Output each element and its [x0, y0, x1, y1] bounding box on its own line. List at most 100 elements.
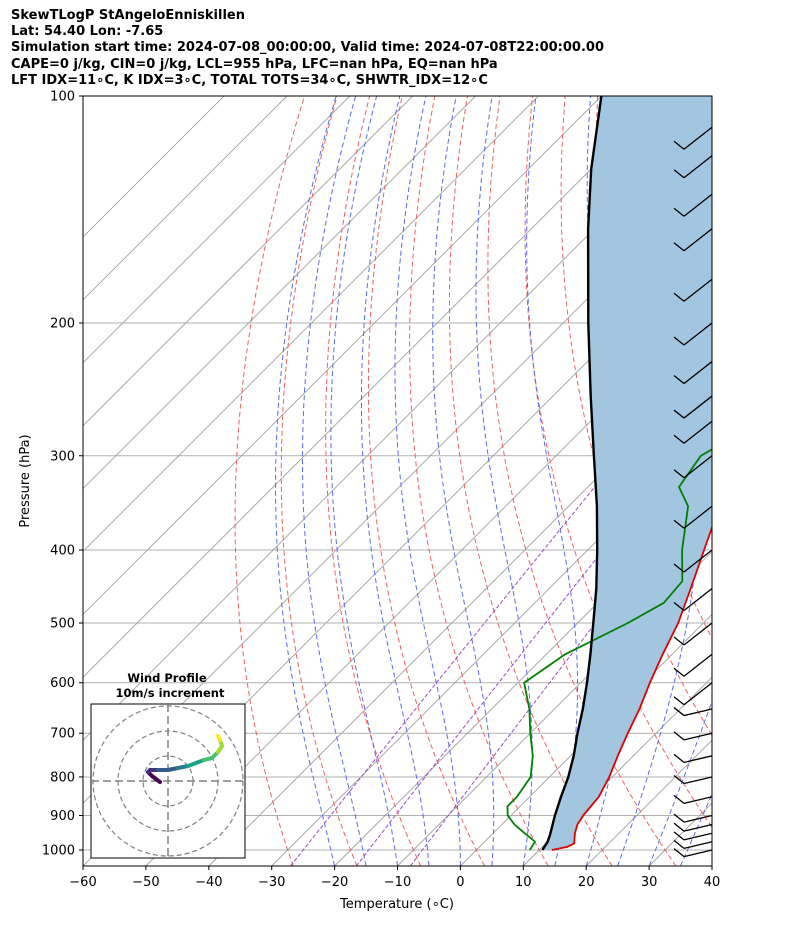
index-line: LFT IDX=11∘C, K IDX=3∘C, TOTAL TOTS=34∘C…	[11, 72, 488, 88]
dry-adiabat	[524, 96, 712, 829]
y-tick-label: 200	[50, 316, 75, 331]
dry-adiabat	[409, 96, 549, 866]
wind-barb	[673, 831, 713, 841]
time-line: Simulation start time: 2024-07-08_00:00:…	[11, 40, 604, 56]
isotherm-line	[83, 96, 288, 301]
moist-adiabat	[711, 864, 712, 866]
moist-adiabat	[432, 96, 495, 866]
cape-shading	[542, 96, 712, 850]
wind-barb	[673, 228, 713, 252]
x-tick-label: 40	[704, 875, 721, 890]
x-axis-ticks: −60 −50 −40 −30 −20 −10 0 10 20 30 40	[69, 866, 720, 890]
wind-barb	[673, 193, 713, 217]
dry-adiabat	[325, 96, 422, 866]
dry-adiabat	[234, 96, 305, 866]
chart-title: SkewTLogP StAngeloEnniskillen	[11, 8, 245, 23]
wind-barb	[673, 588, 713, 612]
isotherm-line	[83, 96, 602, 616]
wind-barb	[673, 126, 713, 150]
wind-barb	[673, 848, 713, 858]
x-tick-label: −10	[384, 875, 411, 890]
wind-barb	[673, 622, 713, 646]
isotherm-line	[522, 676, 712, 866]
isotherm-line	[775, 96, 794, 866]
isotherm-line	[83, 96, 414, 427]
y-tick-label: 900	[50, 809, 75, 824]
wind-barb	[673, 839, 713, 849]
moist-adiabat	[275, 96, 337, 866]
isotherm-line	[83, 96, 225, 238]
moist-adiabat	[302, 96, 367, 866]
x-tick-label: 10	[515, 875, 532, 890]
wind-barb	[673, 455, 713, 479]
hodograph-segment	[216, 734, 222, 742]
wind-barb	[673, 794, 713, 805]
hodograph-subtitle: 10m/s increment	[116, 686, 225, 700]
dry-adiabat	[728, 96, 794, 866]
wind-barb	[673, 322, 713, 346]
y-axis-label: Pressure (hPa)	[18, 434, 33, 527]
wind-barb	[673, 813, 713, 823]
y-tick-label: 300	[50, 449, 75, 464]
y-tick-label: 800	[50, 770, 75, 785]
wind-barb	[673, 753, 713, 764]
x-tick-label: −50	[132, 875, 159, 890]
dry-adiabat	[367, 96, 485, 866]
wind-barb	[673, 731, 713, 741]
isotherm-line	[711, 865, 712, 866]
cape-line: CAPE=0 j/kg, CIN=0 j/kg, LCL=955 hPa, LF…	[11, 56, 498, 72]
y-tick-label: 700	[50, 727, 75, 742]
isotherm-line	[145, 299, 712, 866]
wind-barb	[673, 420, 713, 444]
hodograph-trace	[146, 734, 224, 784]
dry-adiabat	[448, 96, 613, 866]
isotherm-line	[83, 96, 476, 490]
x-tick-label: −20	[321, 875, 348, 890]
moist-adiabat	[617, 96, 699, 866]
wind-barb	[673, 278, 713, 302]
x-axis-label: Temperature (∘C)	[339, 897, 454, 912]
x-tick-label: −30	[258, 875, 285, 890]
y-tick-label: 100	[50, 90, 75, 105]
wind-barb	[673, 155, 713, 179]
y-tick-label: 1000	[42, 844, 75, 859]
wind-barb	[673, 707, 713, 717]
wind-barb	[673, 549, 713, 573]
mixing-ratio-line	[290, 455, 621, 866]
moist-adiabat	[394, 96, 461, 866]
parcel-profile-line	[541, 96, 603, 851]
moist-adiabat	[680, 793, 712, 866]
wind-barb	[673, 505, 713, 529]
y-tick-label: 600	[50, 676, 75, 691]
wind-barbs	[673, 126, 713, 858]
hodograph-title: Wind Profile	[127, 671, 207, 685]
isotherm-line	[83, 96, 539, 553]
x-tick-label: 30	[641, 875, 658, 890]
hodograph-inset: Wind Profile 10m/s increment	[90, 671, 246, 859]
x-tick-label: 20	[578, 875, 595, 890]
wind-barb	[673, 822, 713, 832]
moist-adiabat	[648, 699, 712, 866]
isotherm-line	[397, 550, 712, 866]
moist-adiabat	[330, 96, 398, 866]
x-tick-label: −40	[195, 875, 222, 890]
y-tick-label: 400	[50, 543, 75, 558]
y-axis-ticks: 1000 900 800 700 600 500 400 300 200 100	[42, 90, 83, 859]
wind-barb	[673, 775, 713, 785]
moist-adiabat	[475, 96, 533, 866]
x-tick-label: −60	[69, 875, 96, 890]
wind-barb	[673, 395, 713, 419]
chart-header: SkewTLogP StAngeloEnniskillen Lat: 54.40…	[11, 8, 604, 89]
moist-adiabat	[361, 96, 430, 866]
isotherm-line	[83, 96, 665, 678]
dry-adiabat	[280, 96, 358, 866]
mixing-ratio-line	[355, 455, 679, 866]
wind-barb	[673, 653, 713, 677]
dry-adiabat	[487, 96, 677, 866]
location-line: Lat: 54.40 Lon: -7.65	[11, 24, 164, 40]
dry-adiabat	[761, 96, 794, 866]
x-tick-label: 0	[456, 875, 464, 890]
moist-adiabat	[526, 96, 578, 866]
y-tick-label: 500	[50, 617, 75, 632]
